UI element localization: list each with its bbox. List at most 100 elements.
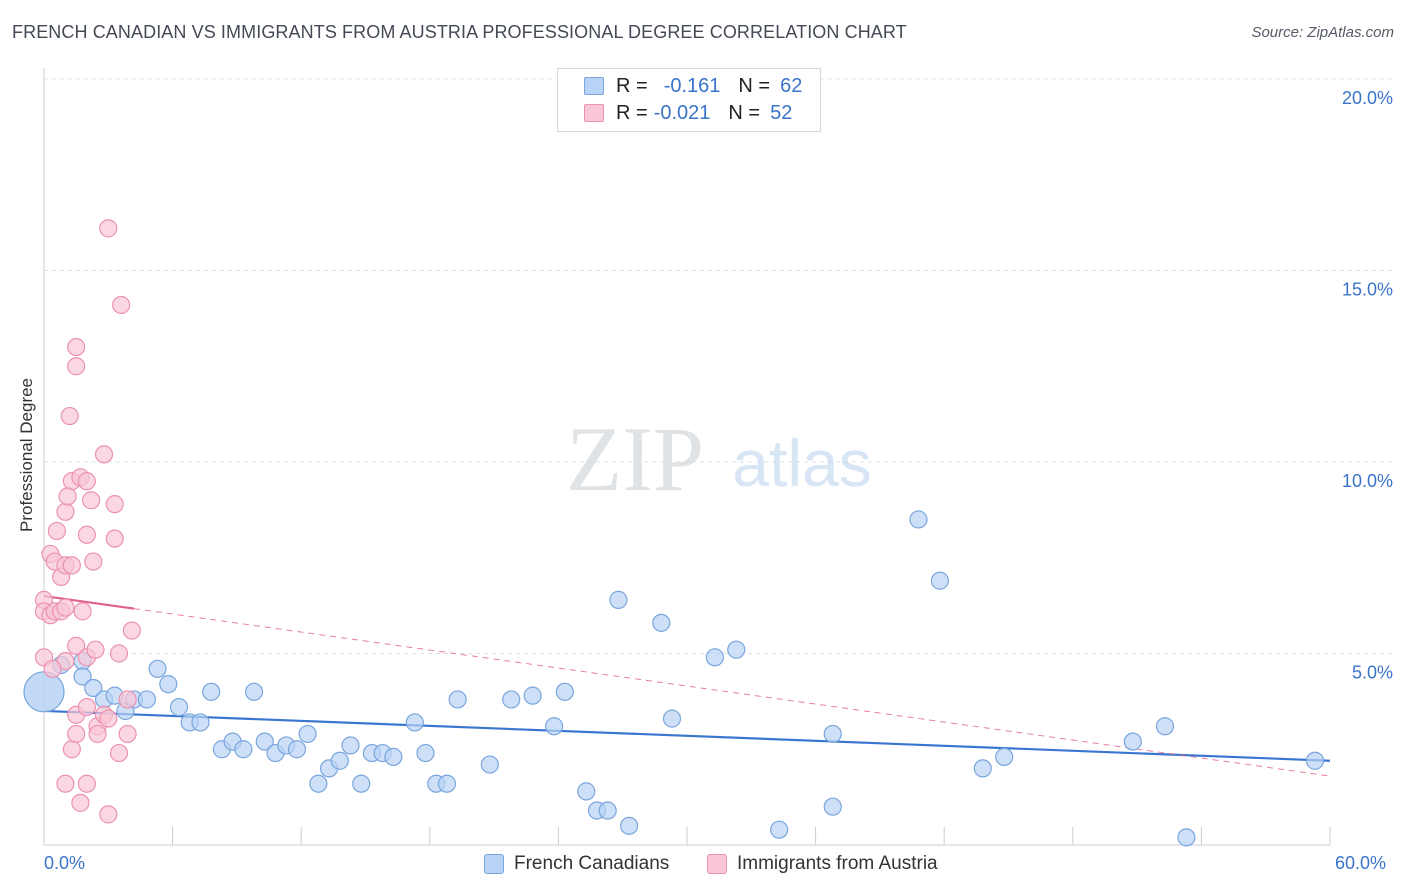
data-point-french-canadians [523, 686, 542, 705]
stats-legend-row-french-canadians: R = -0.161 N = 62 [584, 74, 802, 98]
bottom-legend-swatch-blue [484, 854, 504, 874]
legend-n-label: N = [738, 74, 771, 97]
data-point-french-canadians [137, 690, 156, 709]
legend-r-value: -0.161 [663, 74, 721, 97]
data-point-french-canadians [973, 759, 992, 778]
data-point-french-canadians [598, 801, 617, 820]
axes [43, 68, 1331, 846]
data-point-immigrants-from-austria [77, 698, 96, 717]
data-point-immigrants-from-austria [67, 357, 86, 376]
legend-r-label: R = [616, 101, 648, 124]
y-tick-label: 15.0% [1342, 280, 1393, 300]
data-point-immigrants-from-austria [56, 774, 75, 793]
data-point-french-canadians [448, 690, 467, 709]
bottom-legend-label: Immigrants from Austria [737, 853, 938, 874]
series-immigrants-from-austria [34, 219, 141, 824]
data-point-french-canadians [1177, 828, 1196, 847]
data-point-immigrants-from-austria [77, 525, 96, 544]
data-point-french-canadians [823, 724, 842, 744]
data-point-french-canadians [1155, 717, 1175, 736]
data-point-immigrants-from-austria [58, 487, 77, 506]
trend-line-french-canadians [43, 709, 1331, 762]
legend-n-value: 52 [770, 101, 793, 124]
legend-swatch-pink [584, 104, 604, 122]
legend-swatch-blue [584, 77, 604, 95]
legend-r-label: R = [616, 74, 648, 97]
data-point-immigrants-from-austria [122, 621, 141, 640]
data-point-french-canadians [770, 820, 789, 839]
data-point-immigrants-from-austria [118, 724, 137, 744]
data-point-french-canadians [662, 709, 682, 728]
bottom-legend-label: French Canadians [514, 853, 670, 874]
data-point-french-canadians [234, 740, 253, 759]
x-tick-label-min: 0.0% [44, 853, 86, 873]
y-tick-labels: 5.0% 10.0% 15.0% 20.0% [1342, 88, 1393, 683]
data-point-french-canadians [148, 659, 167, 678]
data-point-french-canadians [298, 724, 317, 744]
data-point-immigrants-from-austria [62, 556, 81, 575]
data-point-french-canadians [287, 740, 307, 759]
bottom-legend-french-canadians: French Canadians [484, 851, 669, 877]
data-point-french-canadians [480, 755, 499, 774]
data-point-french-canadians [416, 743, 435, 763]
series-french-canadians [23, 510, 1325, 847]
legend-r-value: -0.021 [653, 101, 711, 124]
data-point-french-canadians [577, 782, 596, 801]
data-point-immigrants-from-austria [88, 724, 107, 744]
x-tick-label-max: 60.0% [1335, 853, 1387, 873]
data-point-french-canadians [202, 682, 221, 701]
data-point-french-canadians [609, 590, 628, 609]
data-point-immigrants-from-austria [118, 690, 137, 709]
data-point-french-canadians [437, 774, 457, 793]
data-point-french-canadians [341, 736, 360, 755]
chart-title: FRENCH CANADIAN VS IMMIGRANTS FROM AUSTR… [12, 22, 907, 42]
data-point-french-canadians [909, 510, 928, 529]
data-point-immigrants-from-austria [62, 740, 81, 759]
data-point-french-canadians [995, 747, 1014, 767]
data-point-immigrants-from-austria [43, 659, 62, 678]
data-point-immigrants-from-austria [109, 644, 129, 663]
data-point-french-canadians [930, 571, 950, 590]
data-point-french-canadians [502, 690, 521, 709]
data-point-french-canadians [244, 682, 264, 701]
data-point-french-canadians [73, 667, 92, 686]
data-point-french-canadians [1305, 751, 1325, 770]
y-tick-label: 20.0% [1342, 88, 1393, 108]
data-point-french-canadians [255, 732, 274, 751]
data-point-french-canadians [705, 648, 724, 667]
data-point-immigrants-from-austria [105, 529, 124, 548]
data-point-immigrants-from-austria [86, 640, 105, 659]
trend-line-immigrants-from-austria [43, 594, 135, 610]
data-point-immigrants-from-austria [109, 743, 129, 763]
data-point-immigrants-from-austria [77, 472, 96, 491]
watermark-atlas: atlas [732, 426, 871, 500]
data-point-immigrants-from-austria [112, 295, 131, 315]
data-point-french-canadians [352, 774, 371, 793]
data-point-immigrants-from-austria [105, 495, 124, 514]
y-axis-label: Professional Degree [17, 377, 36, 533]
data-point-immigrants-from-austria [71, 793, 90, 812]
bottom-legend-swatch-pink [707, 854, 727, 874]
data-point-immigrants-from-austria [56, 502, 75, 521]
data-point-french-canadians [330, 751, 349, 770]
data-point-french-canadians [309, 774, 328, 793]
data-point-french-canadians [159, 675, 178, 694]
data-point-immigrants-from-austria [67, 338, 86, 357]
gridlines [44, 78, 1395, 654]
data-point-french-canadians [545, 717, 564, 736]
data-point-french-canadians [384, 747, 403, 767]
data-point-french-canadians [1123, 732, 1142, 751]
data-point-immigrants-from-austria [77, 774, 96, 793]
data-point-immigrants-from-austria [56, 598, 75, 617]
stats-legend: R = -0.161 N = 62 R = -0.021 N = 52 [557, 68, 821, 132]
data-point-immigrants-from-austria [67, 724, 86, 744]
data-point-immigrants-from-austria [99, 219, 118, 238]
data-point-immigrants-from-austria [73, 602, 92, 621]
data-point-immigrants-from-austria [99, 805, 118, 824]
data-point-french-canadians [405, 713, 424, 732]
y-tick-label: 5.0% [1352, 663, 1393, 683]
data-point-french-canadians [169, 698, 189, 717]
data-point-immigrants-from-austria [60, 406, 79, 426]
trend-line-immigrants-from-austria-extension [133, 608, 1331, 777]
